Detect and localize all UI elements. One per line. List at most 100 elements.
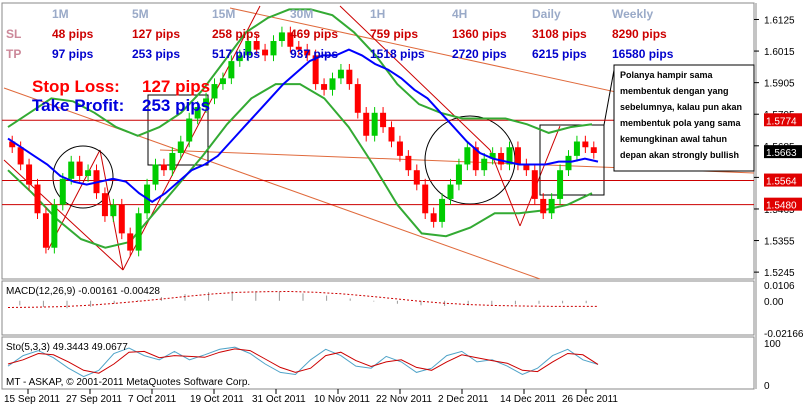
macd-series: 0.0106 0.00 -0.02166 — [7, 281, 803, 340]
annotation-box — [613, 64, 755, 172]
candle-body-30 — [262, 49, 269, 56]
tp-value-6: 6215 pips — [532, 47, 587, 61]
stoch-main-line — [7, 346, 599, 378]
candle-body-67 — [573, 141, 580, 156]
candle-body-5 — [51, 204, 58, 248]
candle-series — [9, 26, 597, 257]
level-label-3: 1.5480 — [766, 201, 797, 212]
annotation-line-3: membentuk pola yang sama — [620, 118, 742, 128]
candle-body-39 — [337, 69, 344, 79]
bollinger-upper — [7, 8, 593, 137]
macd-signal-line — [7, 290, 598, 308]
candle-body-43 — [371, 112, 378, 136]
stoch-signal-line — [7, 348, 599, 374]
x-tick-label-2: 7 Oct 2011 — [128, 394, 177, 405]
stoch-series: 100 0 — [7, 339, 781, 392]
level-label-bg-2 — [764, 173, 802, 187]
level-label-0: 1.5774 — [766, 116, 797, 127]
annotation-line-1: membentuk dengan yang — [620, 86, 729, 96]
time-axis-ticks: 15 Sep 2011 27 Sep 2011 7 Oct 2011 19 Oct 2… — [4, 389, 618, 405]
macd-tick-label-0: 0.0106 — [764, 281, 795, 292]
candle-body-68 — [582, 141, 589, 148]
tp-value-3: 937 pips — [290, 47, 338, 61]
tp-row-label: TP — [6, 47, 21, 61]
candle-body-44 — [380, 112, 387, 128]
macd-title: MACD(12,26,9) -0.00161 -0.00428 — [6, 286, 160, 297]
candle-body-19 — [169, 152, 176, 171]
x-tick-label-9: 26 Dec 2011 — [562, 394, 618, 405]
timeframe-label-3: 30M — [290, 7, 313, 21]
candle-body-40 — [346, 69, 353, 85]
price-tick-label-0: 1.6125 — [764, 15, 795, 26]
candle-body-48 — [413, 170, 420, 185]
candle-body-52 — [447, 184, 454, 199]
candle-body-34 — [295, 46, 302, 50]
annotation-line-0: Polanya hampir sama — [620, 70, 714, 80]
stoch-tick-label-0: 100 — [764, 339, 781, 350]
candle-body-33 — [287, 32, 294, 47]
stop-loss-label: Stop Loss: — [32, 77, 120, 96]
candle-body-11 — [101, 193, 108, 217]
price-tick-label-8: 1.5245 — [764, 268, 795, 279]
level-label-bg-3 — [764, 197, 802, 211]
stoch-tick-label-1: 0 — [764, 381, 770, 392]
level-label-bg-0 — [764, 113, 802, 127]
candle-body-6 — [59, 178, 66, 205]
annotation-line-4: kemungkinan awal tahun — [620, 134, 727, 144]
candle-body-54 — [464, 147, 471, 165]
timeframe-label-2: 15M — [212, 7, 235, 21]
candle-body-58 — [498, 152, 505, 165]
candle-body-49 — [422, 184, 429, 214]
copyright-text: MT - ASKAP, © 2001-2011 MetaQuotes Softw… — [6, 377, 250, 388]
candle-body-1 — [17, 147, 24, 165]
price-tick-label-1: 1.6015 — [764, 47, 795, 58]
x-tick-label-3: 19 Oct 2011 — [190, 394, 244, 405]
macd-panel-frame — [1, 280, 755, 336]
x-tick-label-4: 31 Oct 2011 — [252, 394, 306, 405]
candle-body-37 — [321, 84, 328, 90]
pips-table: 1M 48 pips 97 pips 5M 127 pips 253 pips 15M 258… — [6, 7, 674, 61]
candle-body-12 — [110, 204, 117, 217]
candle-body-22 — [194, 107, 201, 119]
pattern-box-right — [539, 124, 605, 196]
candle-body-17 — [152, 164, 159, 185]
sl-value-3: 469 pips — [290, 27, 338, 41]
timeframe-label-4: 1H — [370, 7, 385, 21]
candle-body-32 — [278, 32, 285, 42]
candle-body-20 — [177, 141, 184, 153]
x-tick-label-1: 27 Sep 2011 — [66, 394, 122, 405]
sl-row-label: SL — [6, 27, 21, 41]
take-profit-label: Take Profit: — [32, 96, 124, 115]
x-tick-label-5: 10 Nov 2011 — [314, 394, 370, 405]
timeframe-label-6: Daily — [532, 7, 561, 21]
candle-body-9 — [85, 170, 92, 176]
level-label-bg-1 — [764, 145, 802, 159]
sl-value-6: 3108 pips — [532, 27, 587, 41]
candle-body-66 — [565, 155, 572, 171]
candle-body-35 — [304, 49, 311, 56]
sl-value-1: 127 pips — [132, 27, 180, 41]
candle-body-46 — [396, 141, 403, 156]
candle-body-47 — [405, 155, 412, 171]
tp-value-4: 1518 pips — [370, 47, 425, 61]
ma-line — [7, 48, 599, 203]
macd-tick-label-1: 0.00 — [764, 297, 784, 308]
candle-body-38 — [329, 78, 336, 90]
candle-body-42 — [363, 112, 370, 136]
timeframe-label-1: 5M — [132, 7, 149, 21]
stoch-title: Sto(5,3,3) 49.3443 49.0677 — [6, 342, 128, 353]
candle-body-50 — [430, 213, 437, 222]
candle-body-3 — [34, 184, 41, 214]
annotation-text: Polanya hampir sama membentuk dengan yang… — [620, 70, 742, 160]
sl-value-0: 48 pips — [52, 27, 94, 41]
bollinger-lower — [7, 83, 593, 249]
candle-body-27 — [236, 55, 243, 62]
annotation-pointer — [603, 69, 615, 126]
candle-body-65 — [557, 170, 564, 199]
price-tick-label-7: 1.5355 — [764, 237, 795, 248]
candle-body-55 — [472, 147, 479, 171]
candle-body-61 — [523, 164, 530, 171]
candle-body-14 — [127, 233, 134, 251]
